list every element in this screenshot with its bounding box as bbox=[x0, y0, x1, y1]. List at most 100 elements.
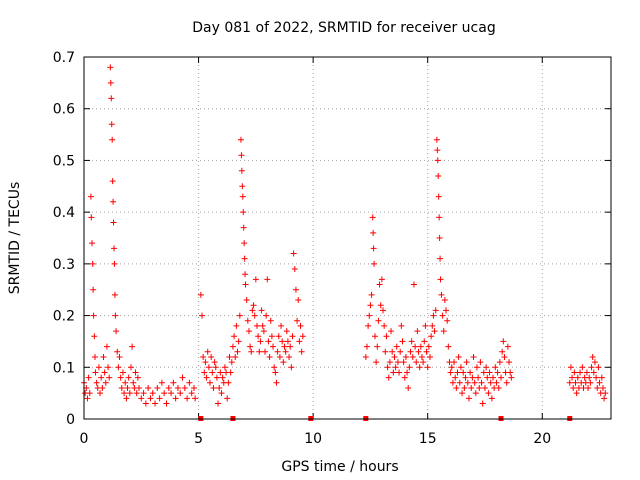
data-point bbox=[508, 374, 515, 381]
data-point bbox=[92, 369, 99, 376]
data-point bbox=[412, 343, 419, 350]
data-point bbox=[124, 384, 131, 391]
data-point bbox=[273, 379, 280, 386]
data-point bbox=[488, 395, 495, 402]
data-point bbox=[242, 281, 249, 288]
data-point bbox=[172, 395, 179, 402]
data-point bbox=[457, 364, 464, 371]
data-point bbox=[384, 364, 391, 371]
data-point bbox=[400, 359, 407, 366]
data-point bbox=[199, 312, 206, 319]
data-point bbox=[283, 328, 290, 335]
data-point bbox=[496, 359, 503, 366]
data-point bbox=[434, 147, 441, 154]
data-point bbox=[134, 374, 141, 381]
data-point bbox=[386, 359, 393, 366]
data-point bbox=[239, 193, 246, 200]
data-point bbox=[115, 364, 122, 371]
data-point bbox=[376, 281, 383, 288]
data-point bbox=[114, 348, 121, 355]
y-tick-label: 0.6 bbox=[53, 102, 75, 118]
data-point bbox=[441, 297, 448, 304]
data-point bbox=[388, 328, 395, 335]
y-tick-label: 0.7 bbox=[53, 50, 75, 66]
data-point bbox=[219, 374, 226, 381]
data-point bbox=[499, 348, 506, 355]
data-point bbox=[375, 317, 382, 324]
data-point bbox=[596, 379, 603, 386]
data-point bbox=[111, 291, 118, 298]
data-point bbox=[204, 348, 211, 355]
data-point bbox=[252, 276, 259, 283]
data-point bbox=[571, 369, 578, 376]
data-point bbox=[97, 390, 104, 397]
data-point bbox=[506, 359, 513, 366]
data-point bbox=[205, 364, 212, 371]
data-point bbox=[177, 390, 184, 397]
data-point bbox=[570, 384, 577, 391]
data-point bbox=[231, 333, 238, 340]
data-point bbox=[237, 136, 244, 143]
data-point bbox=[296, 338, 303, 345]
data-point bbox=[461, 384, 468, 391]
data-point bbox=[368, 291, 375, 298]
x-tick-label: 5 bbox=[194, 431, 203, 447]
data-point bbox=[208, 353, 215, 360]
data-point bbox=[480, 369, 487, 376]
data-point bbox=[227, 369, 234, 376]
data-point bbox=[109, 136, 116, 143]
y-tick-label: 0.3 bbox=[53, 257, 75, 273]
data-point bbox=[475, 374, 482, 381]
data-point bbox=[365, 322, 372, 329]
data-point bbox=[469, 374, 476, 381]
data-point bbox=[402, 353, 409, 360]
data-point bbox=[569, 374, 576, 381]
data-point bbox=[574, 374, 581, 381]
data-point bbox=[145, 384, 152, 391]
data-point bbox=[218, 390, 225, 397]
data-point bbox=[253, 322, 260, 329]
data-point bbox=[465, 395, 472, 402]
data-point bbox=[435, 193, 442, 200]
data-point bbox=[587, 379, 594, 386]
data-point bbox=[147, 395, 154, 402]
data-point bbox=[234, 348, 241, 355]
data-point bbox=[484, 374, 491, 381]
y-tick-label: 0.4 bbox=[53, 205, 75, 221]
data-point bbox=[299, 333, 306, 340]
data-point bbox=[598, 374, 605, 381]
data-point bbox=[243, 297, 250, 304]
data-point bbox=[89, 260, 96, 267]
data-point bbox=[449, 379, 456, 386]
data-point bbox=[500, 338, 507, 345]
x-tick-label: 0 bbox=[80, 431, 89, 447]
data-point bbox=[233, 322, 240, 329]
data-point bbox=[498, 374, 505, 381]
data-point bbox=[566, 379, 573, 386]
data-point bbox=[428, 333, 435, 340]
data-point bbox=[130, 379, 137, 386]
data-point bbox=[221, 364, 228, 371]
data-point bbox=[184, 395, 191, 402]
data-point bbox=[422, 322, 429, 329]
data-point bbox=[117, 374, 124, 381]
data-point bbox=[290, 250, 297, 257]
data-point bbox=[158, 379, 165, 386]
data-point bbox=[266, 353, 273, 360]
x-tick-label: 10 bbox=[304, 431, 322, 447]
data-point bbox=[455, 353, 462, 360]
data-point bbox=[439, 312, 446, 319]
data-point bbox=[163, 400, 170, 407]
y-tick-label: 0.1 bbox=[53, 360, 75, 376]
data-point bbox=[399, 338, 406, 345]
data-point bbox=[416, 364, 423, 371]
data-point bbox=[397, 348, 404, 355]
data-point bbox=[132, 369, 139, 376]
data-point bbox=[84, 395, 91, 402]
data-point bbox=[284, 338, 291, 345]
data-point bbox=[108, 121, 115, 128]
data-point bbox=[393, 343, 400, 350]
data-point bbox=[434, 157, 441, 164]
data-point bbox=[249, 307, 256, 314]
data-point bbox=[420, 359, 427, 366]
